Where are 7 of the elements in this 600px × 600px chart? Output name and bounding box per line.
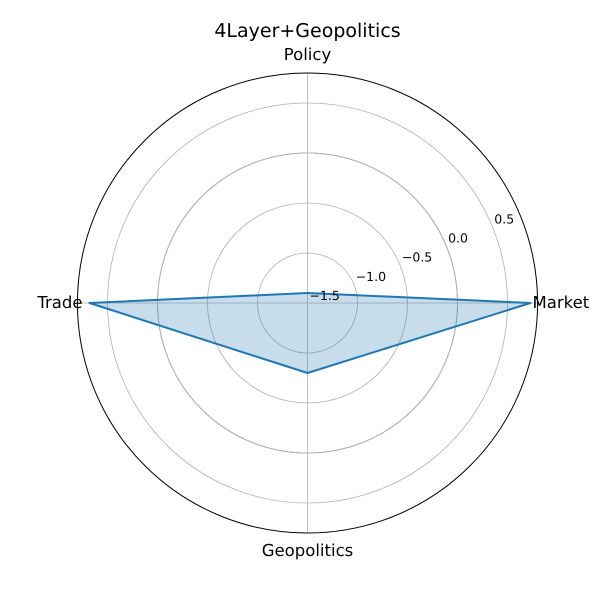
spoke-label: Policy — [284, 45, 332, 64]
y-tick-label: −0.5 — [402, 250, 432, 265]
y-tick-label: −1.0 — [356, 268, 386, 284]
y-tick-label: 0.0 — [448, 230, 468, 246]
chart-title: 4Layer+Geopolitics — [214, 20, 401, 42]
y-tick-label: 0.5 — [494, 211, 514, 226]
spoke-label: Geopolitics — [262, 541, 354, 560]
